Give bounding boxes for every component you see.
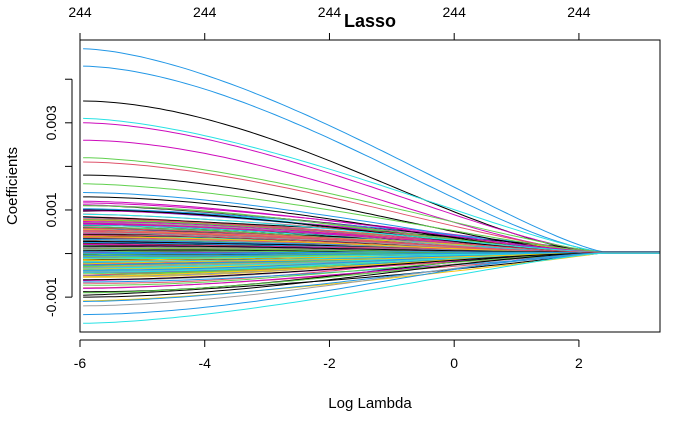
y-tick-label: -0.001 <box>43 277 59 317</box>
plot-area <box>83 48 660 324</box>
coefficient-path-highlight <box>83 252 660 302</box>
top-tick-label: 244 <box>567 4 591 20</box>
chart-title: Lasso <box>344 11 396 31</box>
coefficient-path-highlight <box>83 218 660 254</box>
y-tick-label: 0.003 <box>43 105 59 140</box>
y-axis: -0.001 0.001 0.003 <box>43 78 73 317</box>
x-axis-title: Log Lambda <box>328 395 412 412</box>
coefficient-path-highlight <box>83 117 660 253</box>
coefficient-path-highlight <box>83 100 660 253</box>
coefficient-path-highlight <box>83 213 660 254</box>
top-tick-label: 244 <box>193 4 217 20</box>
x-tick-label: -6 <box>74 355 87 371</box>
top-tick-label: 244 <box>68 4 92 20</box>
x-tick-label: -2 <box>323 355 336 371</box>
top-tick-label: 244 <box>443 4 467 20</box>
coefficient-path-highlight <box>83 157 660 253</box>
coefficient-path-highlight <box>83 252 660 281</box>
coefficient-path-highlight <box>83 252 660 316</box>
coefficient-path-highlight <box>83 48 660 253</box>
coefficient-path-highlight <box>83 183 660 254</box>
x-tick-label: -4 <box>199 355 212 371</box>
x-tick-label: 2 <box>575 355 583 371</box>
coefficient-path-highlight <box>83 252 660 298</box>
x-tick-label: 0 <box>450 355 458 371</box>
top-axis: 244 244 244 244 244 <box>68 4 591 41</box>
coefficient-path <box>83 251 660 254</box>
y-axis-title: Coefficients <box>4 147 21 225</box>
x-axis: -6 -4 -2 0 2 <box>74 339 583 371</box>
y-tick-label: 0.001 <box>43 192 59 227</box>
coefficient-path-highlight <box>83 252 660 324</box>
top-tick-label: 244 <box>318 4 342 20</box>
coefficient-path-highlight <box>83 200 660 254</box>
